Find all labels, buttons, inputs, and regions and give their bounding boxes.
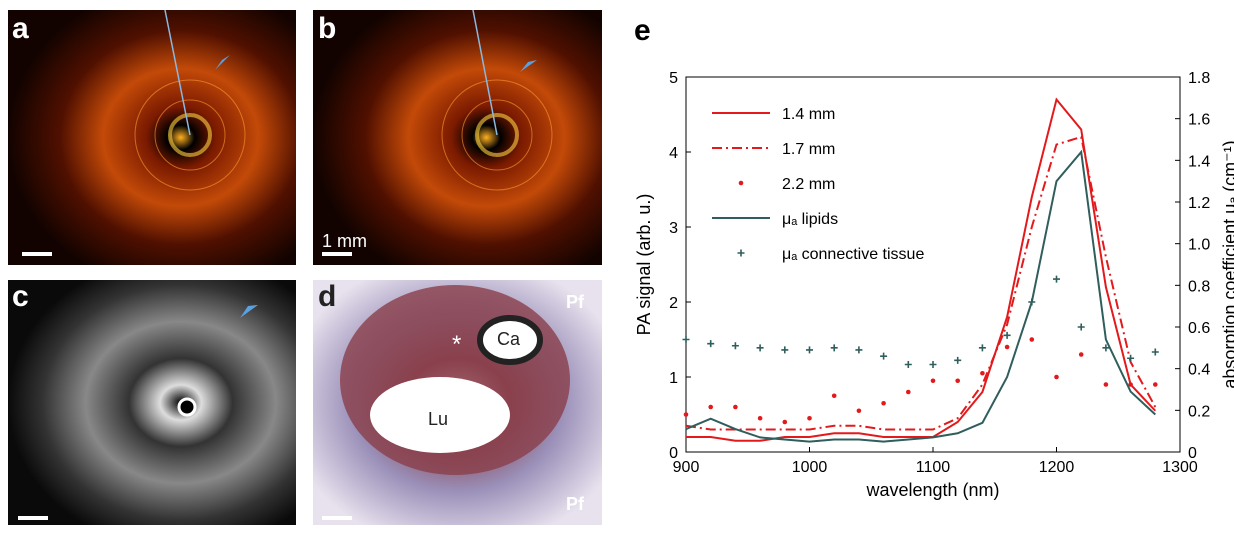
marker: [930, 361, 937, 368]
image-b: [313, 10, 602, 265]
marker: [1028, 299, 1035, 306]
y2-tick-label: 1.2: [1188, 195, 1210, 212]
marker: [783, 420, 788, 425]
marker: [954, 357, 961, 364]
y-tick-label: 3: [669, 220, 678, 237]
marker: [832, 393, 837, 398]
panel-label: b: [318, 12, 336, 45]
marker: [732, 342, 739, 349]
marker: [1005, 345, 1010, 350]
y2-tick-label: 1.0: [1188, 237, 1210, 254]
marker: [739, 181, 744, 186]
annotation: Pf: [566, 494, 585, 514]
marker: [931, 378, 936, 383]
marker: [1152, 349, 1159, 356]
series-line: [686, 152, 1155, 442]
annotation: Lu: [428, 409, 448, 429]
marker: [807, 416, 812, 421]
marker: [1079, 352, 1084, 357]
annotation: *: [452, 331, 461, 358]
panel-label: c: [12, 280, 29, 313]
marker: [1153, 382, 1158, 387]
x-tick-label: 1100: [916, 459, 951, 476]
y-axis-label: PA signal (arb. u.): [634, 194, 654, 336]
marker: [980, 371, 985, 376]
y2-tick-label: 0.4: [1188, 362, 1210, 379]
marker: [708, 405, 713, 410]
marker: [1030, 337, 1035, 342]
figure: a b 1 mm c d * Ca Lu Pf Pf e 90010001100…: [0, 0, 1234, 530]
y-tick-label: 0: [669, 445, 678, 462]
marker: [906, 390, 911, 395]
marker: [831, 344, 838, 351]
x-tick-label: 1200: [1039, 459, 1075, 476]
legend-label: μₐ lipids: [782, 211, 838, 228]
panel-label: a: [12, 12, 29, 45]
marker: [806, 346, 813, 353]
image-c: [8, 280, 296, 525]
marker: [1127, 355, 1134, 362]
legend-label: 2.2 mm: [782, 176, 835, 193]
annotation: Ca: [497, 329, 521, 349]
marker: [880, 353, 887, 360]
marker: [955, 378, 960, 383]
marker: [683, 336, 690, 343]
annotation: Pf: [566, 292, 585, 312]
marker: [1053, 276, 1060, 283]
y2-axis-label: absorption coefficient μₐ (cm⁻¹): [1220, 140, 1234, 388]
marker: [733, 405, 738, 410]
scale-bar-label: 1 mm: [322, 231, 367, 251]
scale-bar: [18, 516, 48, 520]
marker: [905, 361, 912, 368]
marker: [1104, 382, 1109, 387]
legend-label: 1.7 mm: [782, 141, 835, 158]
y2-tick-label: 0: [1188, 445, 1197, 462]
plot-frame: [686, 77, 1180, 452]
legend-label: μₐ connective tissue: [782, 246, 924, 263]
y2-tick-label: 0.2: [1188, 403, 1210, 420]
x-tick-label: 1000: [792, 459, 828, 476]
marker: [707, 340, 714, 347]
marker: [684, 412, 689, 417]
y2-tick-label: 0.6: [1188, 320, 1210, 337]
marker: [781, 346, 788, 353]
y2-tick-label: 1.4: [1188, 153, 1210, 170]
marker: [857, 408, 862, 413]
x-axis-label: wavelength (nm): [865, 480, 999, 500]
scale-bar: [322, 252, 352, 256]
image-a: [8, 10, 296, 265]
y-tick-label: 4: [669, 145, 678, 162]
marker: [855, 346, 862, 353]
y-tick-label: 1: [669, 370, 678, 387]
marker: [979, 344, 986, 351]
panel-label: d: [318, 280, 336, 313]
y2-tick-label: 0.8: [1188, 278, 1210, 295]
marker: [738, 250, 745, 257]
y2-tick-label: 1.8: [1188, 70, 1210, 87]
marker: [881, 401, 886, 406]
catheter: [179, 399, 195, 415]
scale-bar: [322, 516, 352, 520]
panel-label: e: [634, 14, 651, 47]
marker: [758, 416, 763, 421]
marker: [1004, 332, 1011, 339]
y-tick-label: 5: [669, 70, 678, 87]
scale-bar: [22, 252, 52, 256]
y-tick-label: 2: [669, 295, 678, 312]
marker: [1054, 375, 1059, 380]
y2-tick-label: 1.6: [1188, 112, 1210, 129]
marker: [757, 344, 764, 351]
legend-label: 1.4 mm: [782, 106, 835, 123]
marker: [1078, 324, 1085, 331]
